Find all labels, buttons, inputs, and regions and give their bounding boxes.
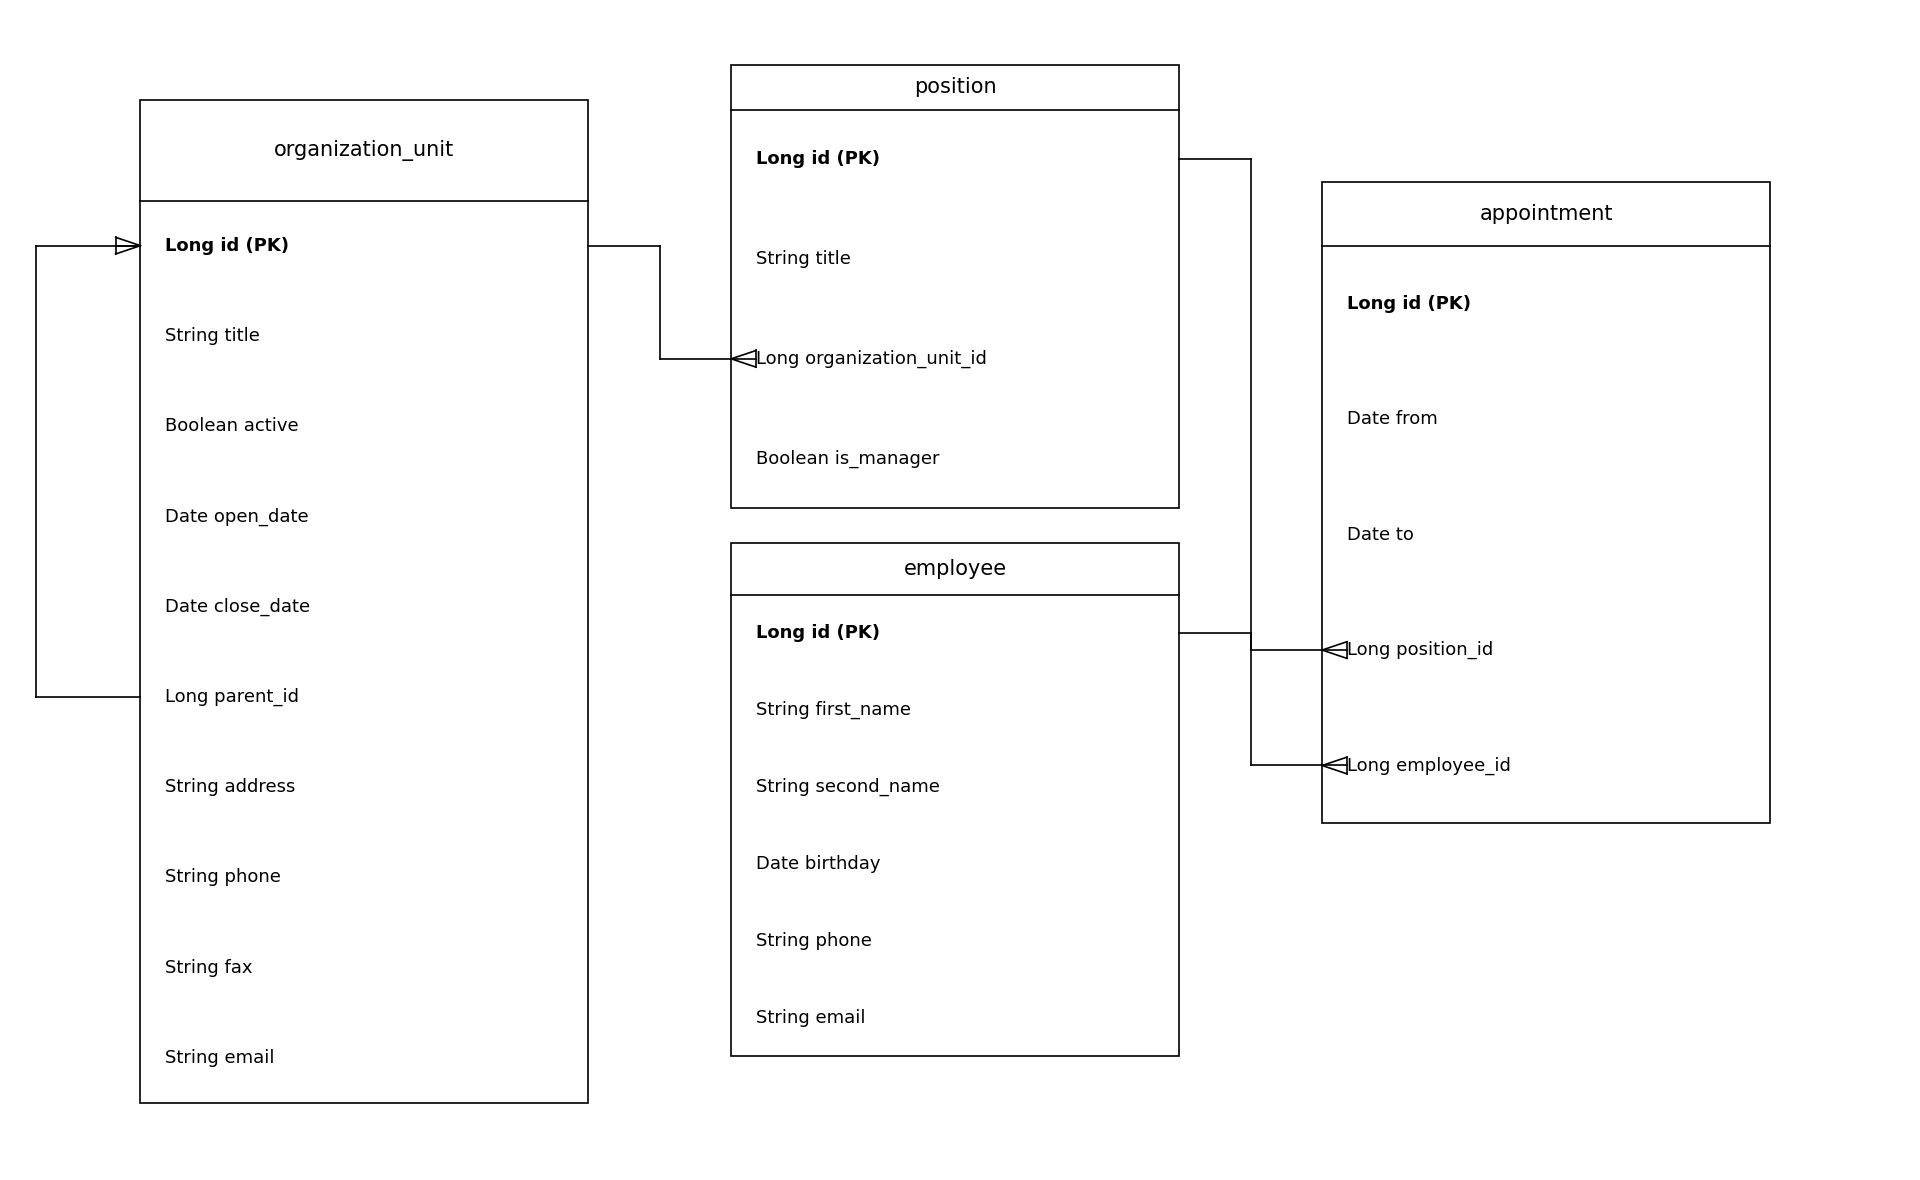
Text: Long id (PK): Long id (PK) bbox=[756, 624, 879, 642]
Text: Long parent_id: Long parent_id bbox=[165, 688, 300, 706]
Text: Date to: Date to bbox=[1348, 525, 1413, 544]
Text: Date from: Date from bbox=[1348, 411, 1438, 428]
Text: String second_name: String second_name bbox=[756, 778, 941, 796]
Text: Boolean active: Boolean active bbox=[165, 418, 300, 435]
Text: Long id (PK): Long id (PK) bbox=[1348, 295, 1471, 313]
Text: position: position bbox=[914, 78, 996, 98]
Text: Date open_date: Date open_date bbox=[165, 507, 309, 525]
Bar bbox=[732, 543, 1179, 1056]
Bar bbox=[1323, 182, 1770, 824]
Text: String first_name: String first_name bbox=[756, 701, 912, 720]
Text: String address: String address bbox=[165, 778, 296, 796]
Text: String phone: String phone bbox=[165, 868, 280, 886]
Text: Date birthday: Date birthday bbox=[756, 856, 881, 873]
Bar bbox=[140, 100, 588, 1103]
Text: String email: String email bbox=[165, 1049, 275, 1067]
Text: Long organization_unit_id: Long organization_unit_id bbox=[756, 349, 987, 368]
Text: Long id (PK): Long id (PK) bbox=[756, 150, 879, 169]
Text: Long employee_id: Long employee_id bbox=[1348, 756, 1511, 774]
Bar bbox=[732, 65, 1179, 509]
Text: Long position_id: Long position_id bbox=[1348, 641, 1494, 660]
Text: employee: employee bbox=[904, 559, 1006, 579]
Text: Long id (PK): Long id (PK) bbox=[165, 237, 290, 255]
Text: String email: String email bbox=[756, 1009, 866, 1027]
Text: appointment: appointment bbox=[1480, 204, 1613, 224]
Text: String fax: String fax bbox=[165, 958, 253, 977]
Text: String phone: String phone bbox=[756, 932, 872, 950]
Text: organization_unit: organization_unit bbox=[275, 140, 455, 160]
Text: String title: String title bbox=[756, 250, 851, 268]
Text: Boolean is_manager: Boolean is_manager bbox=[756, 450, 939, 467]
Text: Date close_date: Date close_date bbox=[165, 597, 311, 616]
Text: String title: String title bbox=[165, 327, 259, 345]
